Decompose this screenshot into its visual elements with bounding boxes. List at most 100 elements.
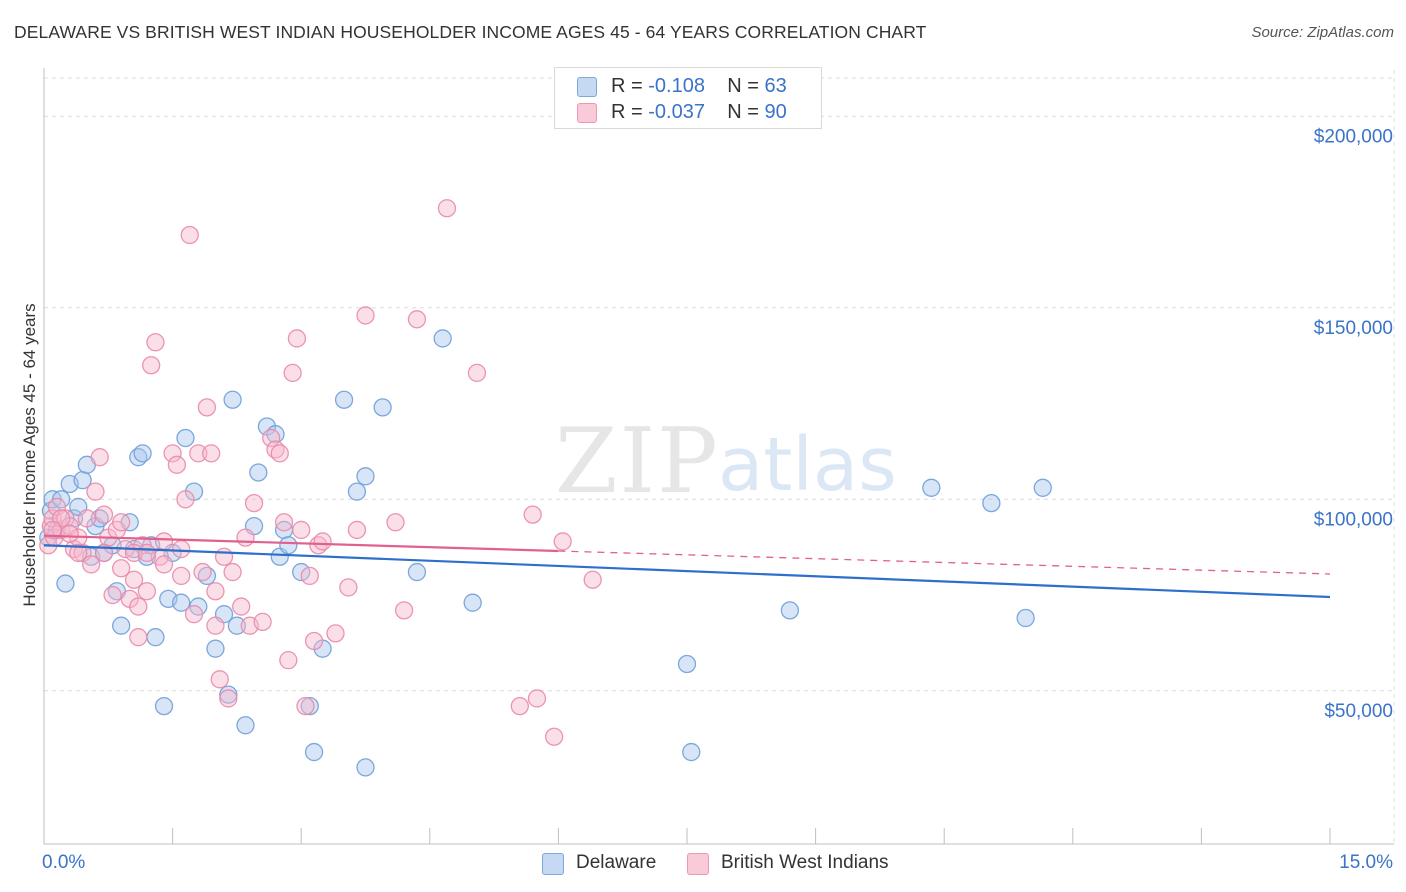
delaware-point xyxy=(433,329,452,348)
x-tick-label-max: 15.0% xyxy=(1339,852,1393,873)
delaware-point xyxy=(373,398,392,417)
delaware-point xyxy=(1033,478,1052,497)
legend-n-value-bwi: 90 xyxy=(764,101,787,123)
bwi-point xyxy=(202,444,221,463)
bwi-point xyxy=(236,528,255,547)
bwi-point xyxy=(356,306,375,325)
delaware-point xyxy=(463,593,482,612)
bwi-point xyxy=(189,444,208,463)
bottom-legend-label-bwi: British West Indians xyxy=(721,852,889,873)
bwi-point xyxy=(253,612,272,632)
bwi-point xyxy=(167,455,187,474)
delaware-point xyxy=(206,639,225,658)
legend-n-label: N = xyxy=(727,75,765,97)
chart-title: DELAWARE VS BRITISH WEST INDIAN HOUSEHOL… xyxy=(14,22,927,42)
delaware-point xyxy=(1016,608,1035,628)
bwi-point xyxy=(176,490,195,509)
bwi-point xyxy=(77,509,97,528)
delaware-point xyxy=(780,601,800,620)
bwi-point xyxy=(326,624,345,643)
source-credit: Source: ZipAtlas.com xyxy=(1251,24,1394,41)
delaware-point xyxy=(176,428,195,448)
bwi-point xyxy=(347,520,367,540)
bottom-legend-swatch-delaware xyxy=(542,853,564,875)
delaware-point xyxy=(677,654,697,674)
delaware-point xyxy=(223,390,242,409)
delaware-point xyxy=(407,562,427,582)
y-tick-label: $50,000 xyxy=(1324,701,1393,722)
bwi-point xyxy=(184,605,204,624)
bwi-point xyxy=(313,532,332,551)
bwi-point xyxy=(112,559,131,578)
series-delaware xyxy=(39,329,1052,777)
bwi-point xyxy=(142,356,161,375)
series-british-west-indians xyxy=(39,199,602,746)
bwi-point xyxy=(69,543,88,563)
bwi-point xyxy=(219,689,238,708)
bwi-point xyxy=(244,493,264,513)
delaware-point xyxy=(922,478,941,497)
bwi-point xyxy=(103,585,122,605)
bwi-point xyxy=(279,651,298,670)
bwi-point xyxy=(437,199,457,218)
bwi-point xyxy=(60,524,79,543)
bwi-point xyxy=(163,444,182,463)
watermark-zip: ZIP xyxy=(555,409,720,514)
delaware-point xyxy=(146,628,165,647)
bwi-point xyxy=(583,570,602,589)
bwi-point xyxy=(82,555,101,574)
delaware-point xyxy=(682,742,701,762)
bwi-point xyxy=(172,539,191,559)
y-tick-label: $200,000 xyxy=(1314,126,1393,147)
delaware-point xyxy=(292,562,311,582)
legend-text-bwi: R = -0.037 N = 90 xyxy=(611,101,787,124)
delaware-point xyxy=(236,716,255,735)
legend-n-label: N = xyxy=(727,101,765,123)
bwi-point xyxy=(296,696,315,716)
bwi-point xyxy=(300,566,319,586)
y-tick-label: $100,000 xyxy=(1314,509,1393,530)
bwi-point xyxy=(262,428,281,448)
bwi-point xyxy=(283,363,302,383)
bwi-point xyxy=(86,482,105,501)
bwi-point xyxy=(292,520,311,540)
delaware-point xyxy=(356,467,375,486)
bwi-point xyxy=(270,444,289,463)
bottom-legend-label-delaware: Delaware xyxy=(576,852,657,873)
delaware-point xyxy=(154,696,174,716)
bwi-point xyxy=(210,670,229,689)
bwi-point xyxy=(510,696,529,716)
bwi-point xyxy=(232,597,251,616)
bwi-point xyxy=(206,582,225,601)
bwi-point xyxy=(124,570,144,589)
legend-n-value-delaware: 63 xyxy=(764,75,787,97)
delaware-point xyxy=(356,758,375,777)
bottom-legend-swatch-bwi xyxy=(687,853,709,875)
delaware-point xyxy=(279,536,298,555)
bwi-point xyxy=(223,562,242,582)
bwi-point xyxy=(339,578,358,597)
bwi-point xyxy=(386,513,405,532)
bwi-point xyxy=(214,547,234,566)
watermark: ZIP atlas xyxy=(555,409,897,514)
bwi-point xyxy=(287,329,307,348)
delaware-point xyxy=(347,482,367,501)
bwi-point xyxy=(129,597,148,616)
delaware-point xyxy=(249,463,268,482)
bwi-point xyxy=(274,513,294,532)
correlation-legend: R = -0.108 N = 63 R = -0.037 N = 90 xyxy=(554,67,822,129)
legend-text-delaware: R = -0.108 N = 63 xyxy=(611,75,787,98)
bwi-point xyxy=(129,628,148,647)
bwi-point xyxy=(523,505,542,524)
delaware-point xyxy=(300,696,319,716)
bwi-point xyxy=(154,555,174,574)
bwi-point xyxy=(94,505,114,524)
bwi-point xyxy=(206,616,225,635)
bwi-point xyxy=(112,513,131,532)
watermark-atlas: atlas xyxy=(718,422,897,508)
bwi-point xyxy=(304,631,324,651)
bwi-point xyxy=(544,727,564,746)
delaware-point xyxy=(112,616,131,635)
delaware-point xyxy=(133,444,152,463)
